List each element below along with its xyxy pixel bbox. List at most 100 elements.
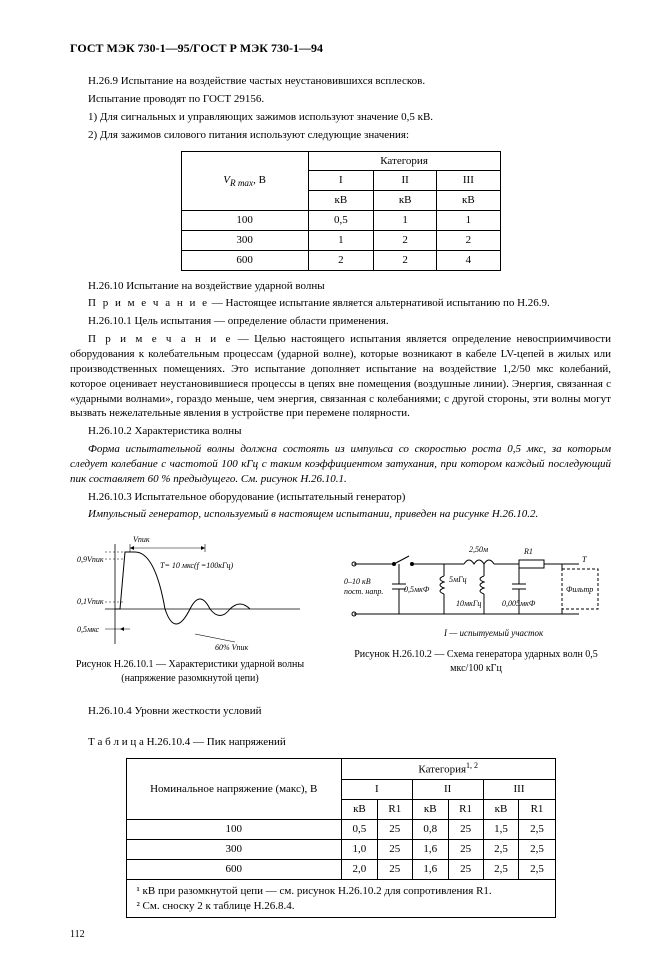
page-number: 112: [70, 928, 611, 942]
table-category-kv: VR max, В Категория I II III кВ кВ кВ 10…: [181, 151, 501, 271]
para-h26102: Н.26.10.2 Характеристика волны: [70, 424, 611, 439]
cell: 0,5: [308, 211, 373, 231]
cell: 1,0: [341, 840, 377, 860]
svg-text:пост. напр.: пост. напр.: [344, 587, 383, 596]
t1-cat: Категория: [308, 151, 500, 171]
svg-text:10мкГц: 10мкГц: [456, 599, 481, 608]
t1-u3: кВ: [437, 191, 500, 211]
svg-text:Vпик: Vпик: [133, 535, 150, 544]
t1-h0: VR max, В: [181, 151, 308, 211]
cell: кВ: [483, 800, 519, 820]
cell: 1,5: [483, 820, 519, 840]
cell: 2: [308, 250, 373, 270]
cell: 600: [181, 250, 308, 270]
footnote: ² См. сноску 2 к таблице Н.26.8.4.: [137, 899, 545, 914]
cell: 2,5: [483, 840, 519, 860]
figure-1: Vпик 0,9Vпик T= 10 мкс(f =100кГц) 0,1Vпи…: [70, 534, 310, 685]
cell: 2: [437, 230, 500, 250]
para-h26103: Н.26.10.3 Испытательное оборудование (ис…: [70, 490, 611, 505]
table2-title: Т а б л и ц а Н.26.10.4 — Пик напряжений: [70, 735, 611, 750]
svg-text:5мГц: 5мГц: [449, 575, 467, 584]
para-waveform: Форма испытательной волны должна состоят…: [70, 442, 611, 487]
circuit-diagram: 2,50м R1 T 0–10 кВ пост. напр. 0,5мкФ 5м…: [344, 534, 609, 644]
cell: 2: [374, 230, 437, 250]
cell: R1: [377, 800, 412, 820]
table-peak-voltage: Номинальное напряжение (макс), В Категор…: [126, 758, 556, 918]
cell: 300: [126, 840, 341, 860]
cell: 1,6: [412, 859, 448, 879]
cell: II: [412, 780, 483, 800]
fig2-caption: Рисунок Н.26.10.2 — Схема генератора уда…: [341, 648, 611, 675]
cell: кВ: [341, 800, 377, 820]
note-text: — Целью настоящего испытания является оп…: [70, 333, 611, 419]
note-label: П р и м е ч а н и е: [88, 333, 232, 345]
cell: 600: [126, 859, 341, 879]
para-h269: Н.26.9 Испытание на воздействие частых н…: [70, 74, 611, 89]
note-1: П р и м е ч а н и е — Настоящее испытани…: [70, 296, 611, 311]
figure-2: 2,50м R1 T 0–10 кВ пост. напр. 0,5мкФ 5м…: [341, 534, 611, 685]
t1-h2: II: [374, 171, 437, 191]
svg-text:0,9Vпик: 0,9Vпик: [77, 555, 104, 564]
cell: 100: [126, 820, 341, 840]
svg-text:60% Vпик: 60% Vпик: [215, 643, 249, 652]
cell: 2: [374, 250, 437, 270]
cell: 25: [377, 840, 412, 860]
para-item2: 2) Для зажимов силового питания использу…: [70, 128, 611, 143]
footnote: ¹ кВ при разомкнутой цепи — см. рисунок …: [137, 884, 545, 899]
fig1-caption: Рисунок Н.26.10.1 — Характеристики ударн…: [70, 658, 310, 685]
wave-diagram: Vпик 0,9Vпик T= 10 мкс(f =100кГц) 0,1Vпи…: [75, 534, 305, 654]
cell: 1: [437, 211, 500, 231]
note-text: — Настоящее испытание является альтернат…: [209, 297, 550, 309]
cell: 100: [181, 211, 308, 231]
cell: 1: [308, 230, 373, 250]
cell: 1,6: [412, 840, 448, 860]
svg-text:T= 10 мкс(f =100кГц): T= 10 мкс(f =100кГц): [160, 561, 234, 570]
cell: 2,5: [483, 859, 519, 879]
para-gen: Импульсный генератор, используемый в нас…: [70, 507, 611, 522]
cell: I: [341, 780, 412, 800]
cell: 25: [448, 840, 483, 860]
cell: R1: [448, 800, 483, 820]
cell: 2,5: [519, 840, 555, 860]
svg-text:T: T: [582, 555, 587, 564]
cell: 0,5: [341, 820, 377, 840]
svg-text:2,50м: 2,50м: [469, 545, 488, 554]
t2-footnotes: ¹ кВ при разомкнутой цепи — см. рисунок …: [126, 879, 555, 918]
t1-h1: I: [308, 171, 373, 191]
cell: кВ: [412, 800, 448, 820]
cell: 2,5: [519, 859, 555, 879]
cell: 25: [377, 859, 412, 879]
para-gost: Испытание проводят по ГОСТ 29156.: [70, 92, 611, 107]
para-h26104: Н.26.10.4 Уровни жесткости условий: [70, 704, 611, 719]
para-h2610: Н.26.10 Испытание на воздействие ударной…: [70, 279, 611, 294]
t2-cat: Категория1, 2: [341, 758, 555, 780]
cell: III: [483, 780, 555, 800]
svg-text:Фильтр: Фильтр: [566, 585, 593, 594]
cell: 25: [377, 820, 412, 840]
cell: 4: [437, 250, 500, 270]
cell: 2,0: [341, 859, 377, 879]
cell: 300: [181, 230, 308, 250]
t1-h3: III: [437, 171, 500, 191]
svg-text:0,005мкФ: 0,005мкФ: [502, 599, 536, 608]
para-h26101: Н.26.10.1 Цель испытания — определение о…: [70, 314, 611, 329]
cell: R1: [519, 800, 555, 820]
cell: 25: [448, 820, 483, 840]
doc-header: ГОСТ МЭК 730-1—95/ГОСТ Р МЭК 730-1—94: [70, 40, 611, 56]
cell: 2,5: [519, 820, 555, 840]
cell: 25: [448, 859, 483, 879]
cell: 1: [374, 211, 437, 231]
svg-text:R1: R1: [523, 547, 533, 556]
note-2: П р и м е ч а н и е — Целью настоящего и…: [70, 332, 611, 421]
cell: 0,8: [412, 820, 448, 840]
note-label: П р и м е ч а н и е: [88, 297, 209, 309]
t1-u1: кВ: [308, 191, 373, 211]
para-item1: 1) Для сигнальных и управляющих зажимов …: [70, 110, 611, 125]
svg-text:0–10 кВ: 0–10 кВ: [344, 577, 371, 586]
svg-text:0,5мкФ: 0,5мкФ: [404, 585, 430, 594]
svg-text:0,5мкс: 0,5мкс: [77, 625, 100, 634]
t2-h0: Номинальное напряжение (макс), В: [126, 758, 341, 819]
svg-text:I — испытуемый участок: I — испытуемый участок: [443, 628, 544, 638]
t1-u2: кВ: [374, 191, 437, 211]
svg-text:0,1Vпик: 0,1Vпик: [77, 597, 104, 606]
